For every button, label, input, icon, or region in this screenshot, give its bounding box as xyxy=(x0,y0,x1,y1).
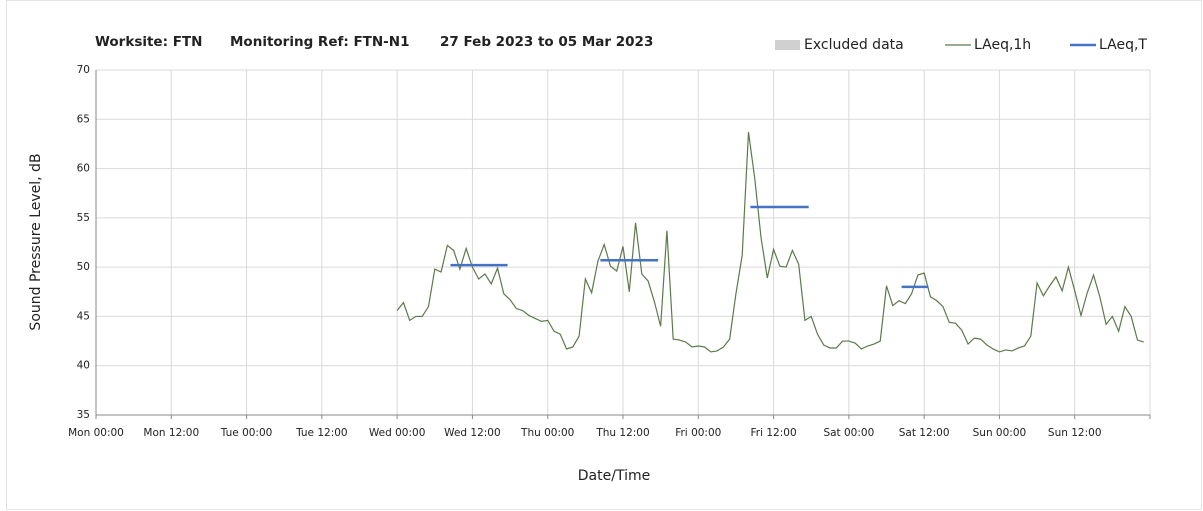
y-tick-label: 35 xyxy=(77,409,90,421)
x-tick-label: Mon 12:00 xyxy=(143,427,199,439)
legend-label: Excluded data xyxy=(804,37,904,53)
laeq-1h-line xyxy=(396,132,1144,353)
legend-swatch xyxy=(775,40,800,50)
legend-label: LAeq,T xyxy=(1099,37,1147,53)
x-tick-label: Sat 00:00 xyxy=(823,427,874,439)
x-tick-label: Wed 12:00 xyxy=(444,427,501,439)
x-tick-label: Wed 00:00 xyxy=(369,427,426,439)
title-site: Worksite: FTN xyxy=(95,34,202,50)
y-tick-label: 40 xyxy=(77,360,90,372)
title-dates: 27 Feb 2023 to 05 Mar 2023 xyxy=(440,34,653,50)
x-tick-label: Thu 12:00 xyxy=(595,427,649,439)
x-tick-label: Fri 12:00 xyxy=(751,427,797,439)
y-tick-label: 55 xyxy=(77,212,90,224)
y-axis-label: Sound Pressure Level, dB xyxy=(28,153,44,330)
title-ref: Monitoring Ref: FTN-N1 xyxy=(230,34,409,50)
x-tick-label: Fri 00:00 xyxy=(675,427,721,439)
x-axis-label: Date/Time xyxy=(578,468,650,484)
frame xyxy=(6,0,1202,510)
x-tick-label: Tue 00:00 xyxy=(220,427,273,439)
x-tick-label: Sun 00:00 xyxy=(973,427,1027,439)
y-tick-label: 70 xyxy=(77,64,90,76)
x-tick-label: Mon 00:00 xyxy=(68,427,124,439)
x-tick-label: Sat 12:00 xyxy=(899,427,950,439)
legend-label: LAeq,1h xyxy=(974,37,1031,53)
x-tick-label: Tue 12:00 xyxy=(295,427,348,439)
x-tick-label: Thu 00:00 xyxy=(520,427,574,439)
y-tick-label: 50 xyxy=(77,261,90,273)
y-tick-label: 60 xyxy=(77,163,90,175)
y-tick-label: 65 xyxy=(77,113,90,125)
y-tick-label: 45 xyxy=(77,310,90,322)
x-tick-label: Sun 12:00 xyxy=(1048,427,1102,439)
